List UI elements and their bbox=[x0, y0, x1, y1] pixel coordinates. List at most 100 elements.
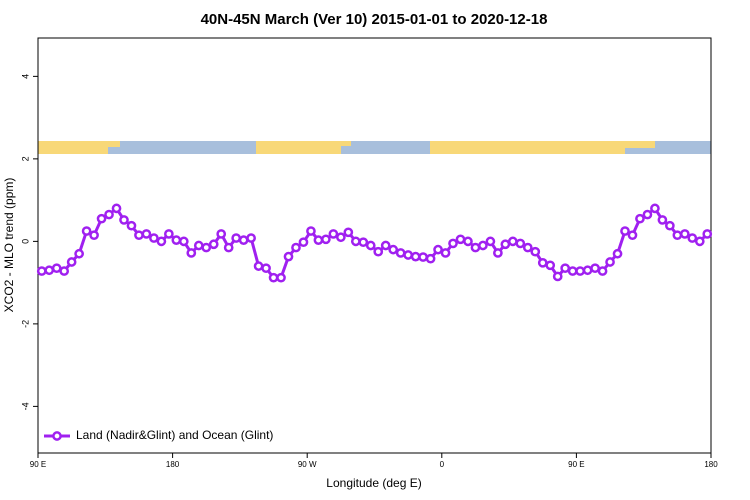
data-point bbox=[433, 244, 443, 255]
data-point bbox=[560, 263, 571, 274]
data-point bbox=[104, 209, 114, 220]
y-tick-label: -2 bbox=[20, 320, 30, 328]
x-tick-label: 180 bbox=[166, 460, 180, 469]
data-point bbox=[455, 234, 466, 245]
data-point bbox=[164, 229, 174, 239]
data-point bbox=[89, 230, 99, 241]
data-point bbox=[328, 229, 339, 239]
data-point bbox=[545, 260, 556, 271]
data-point bbox=[276, 272, 286, 283]
data-point bbox=[672, 230, 683, 241]
data-point bbox=[657, 215, 668, 225]
land-ocean-strip bbox=[38, 141, 711, 154]
land bbox=[38, 141, 108, 154]
data-point bbox=[261, 263, 271, 274]
data-point bbox=[395, 248, 406, 258]
data-point bbox=[268, 272, 279, 283]
data-point bbox=[350, 236, 361, 247]
data-point bbox=[500, 239, 511, 250]
data-point bbox=[74, 248, 84, 259]
data-point bbox=[448, 238, 458, 249]
data-point bbox=[365, 240, 376, 251]
data-point bbox=[51, 263, 62, 274]
y-axis-label: XCO2 - MLO trend (ppm) bbox=[2, 178, 16, 313]
x-tick-label: 180 bbox=[704, 460, 718, 469]
y-tick-label: 4 bbox=[20, 74, 30, 79]
data-point bbox=[687, 233, 698, 243]
data-point bbox=[388, 244, 399, 255]
data-point bbox=[380, 240, 391, 251]
data-point bbox=[66, 257, 77, 267]
data-point bbox=[478, 240, 488, 251]
data-point bbox=[485, 236, 496, 247]
land bbox=[525, 141, 625, 154]
data-point bbox=[253, 261, 264, 271]
data-point bbox=[575, 266, 585, 276]
data-point bbox=[283, 251, 294, 262]
data-point bbox=[463, 236, 473, 247]
land bbox=[430, 141, 525, 154]
data-point bbox=[507, 236, 518, 247]
y-tick-label: -4 bbox=[20, 402, 30, 410]
data-point bbox=[343, 227, 354, 238]
data-point bbox=[313, 235, 324, 245]
data-point bbox=[582, 265, 593, 276]
data-point bbox=[410, 251, 421, 262]
data-point bbox=[403, 250, 413, 260]
y-tick-label: 2 bbox=[20, 156, 30, 161]
data-point bbox=[201, 242, 212, 253]
data-point bbox=[336, 232, 346, 243]
x-tick-label: 90 E bbox=[568, 460, 584, 469]
data-point bbox=[470, 242, 481, 253]
x-tick-label: 90 E bbox=[30, 460, 46, 469]
data-point bbox=[246, 233, 256, 243]
data-point bbox=[231, 233, 242, 243]
data-point bbox=[642, 209, 653, 220]
data-point bbox=[650, 203, 660, 214]
data-point bbox=[298, 237, 309, 248]
data-point bbox=[186, 248, 197, 258]
land bbox=[256, 141, 341, 154]
plot-frame bbox=[37, 37, 712, 454]
data-point bbox=[223, 242, 234, 253]
data-point bbox=[216, 229, 227, 239]
data-point bbox=[515, 238, 526, 249]
data-point bbox=[373, 246, 384, 257]
x-tick-label: 90 W bbox=[298, 460, 317, 469]
data-point bbox=[59, 266, 70, 276]
data-point bbox=[81, 226, 92, 236]
data-point bbox=[178, 236, 189, 247]
land bbox=[625, 141, 655, 148]
land bbox=[108, 141, 120, 147]
legend-label: Land (Nadir&Glint) and Ocean (Glint) bbox=[76, 428, 273, 442]
chart-title: 40N-45N March (Ver 10) 2015-01-01 to 202… bbox=[201, 11, 548, 28]
x-axis-label: Longitude (deg E) bbox=[326, 476, 421, 490]
data-point bbox=[44, 265, 55, 276]
data-point bbox=[530, 246, 541, 257]
data-point bbox=[679, 229, 690, 239]
data-point bbox=[567, 266, 578, 276]
data-point bbox=[96, 213, 107, 224]
data-point bbox=[590, 263, 600, 274]
data-point bbox=[537, 257, 548, 268]
data-point bbox=[156, 236, 167, 247]
data-point bbox=[425, 253, 436, 264]
data-point bbox=[119, 215, 129, 225]
data-point bbox=[493, 248, 503, 258]
data-point bbox=[552, 271, 563, 282]
data-point bbox=[418, 252, 428, 262]
data-point bbox=[702, 229, 713, 239]
land bbox=[341, 141, 351, 146]
x-tick-label: 0 bbox=[440, 460, 445, 469]
y-tick-label: 0 bbox=[20, 239, 30, 244]
data-point bbox=[208, 239, 219, 250]
data-point bbox=[605, 257, 615, 267]
data-point bbox=[620, 226, 630, 236]
data-point bbox=[306, 226, 316, 236]
data-point bbox=[694, 236, 705, 247]
data-point bbox=[522, 242, 533, 253]
legend-marker bbox=[52, 431, 62, 441]
data-point bbox=[134, 230, 144, 241]
data-point bbox=[440, 248, 451, 258]
